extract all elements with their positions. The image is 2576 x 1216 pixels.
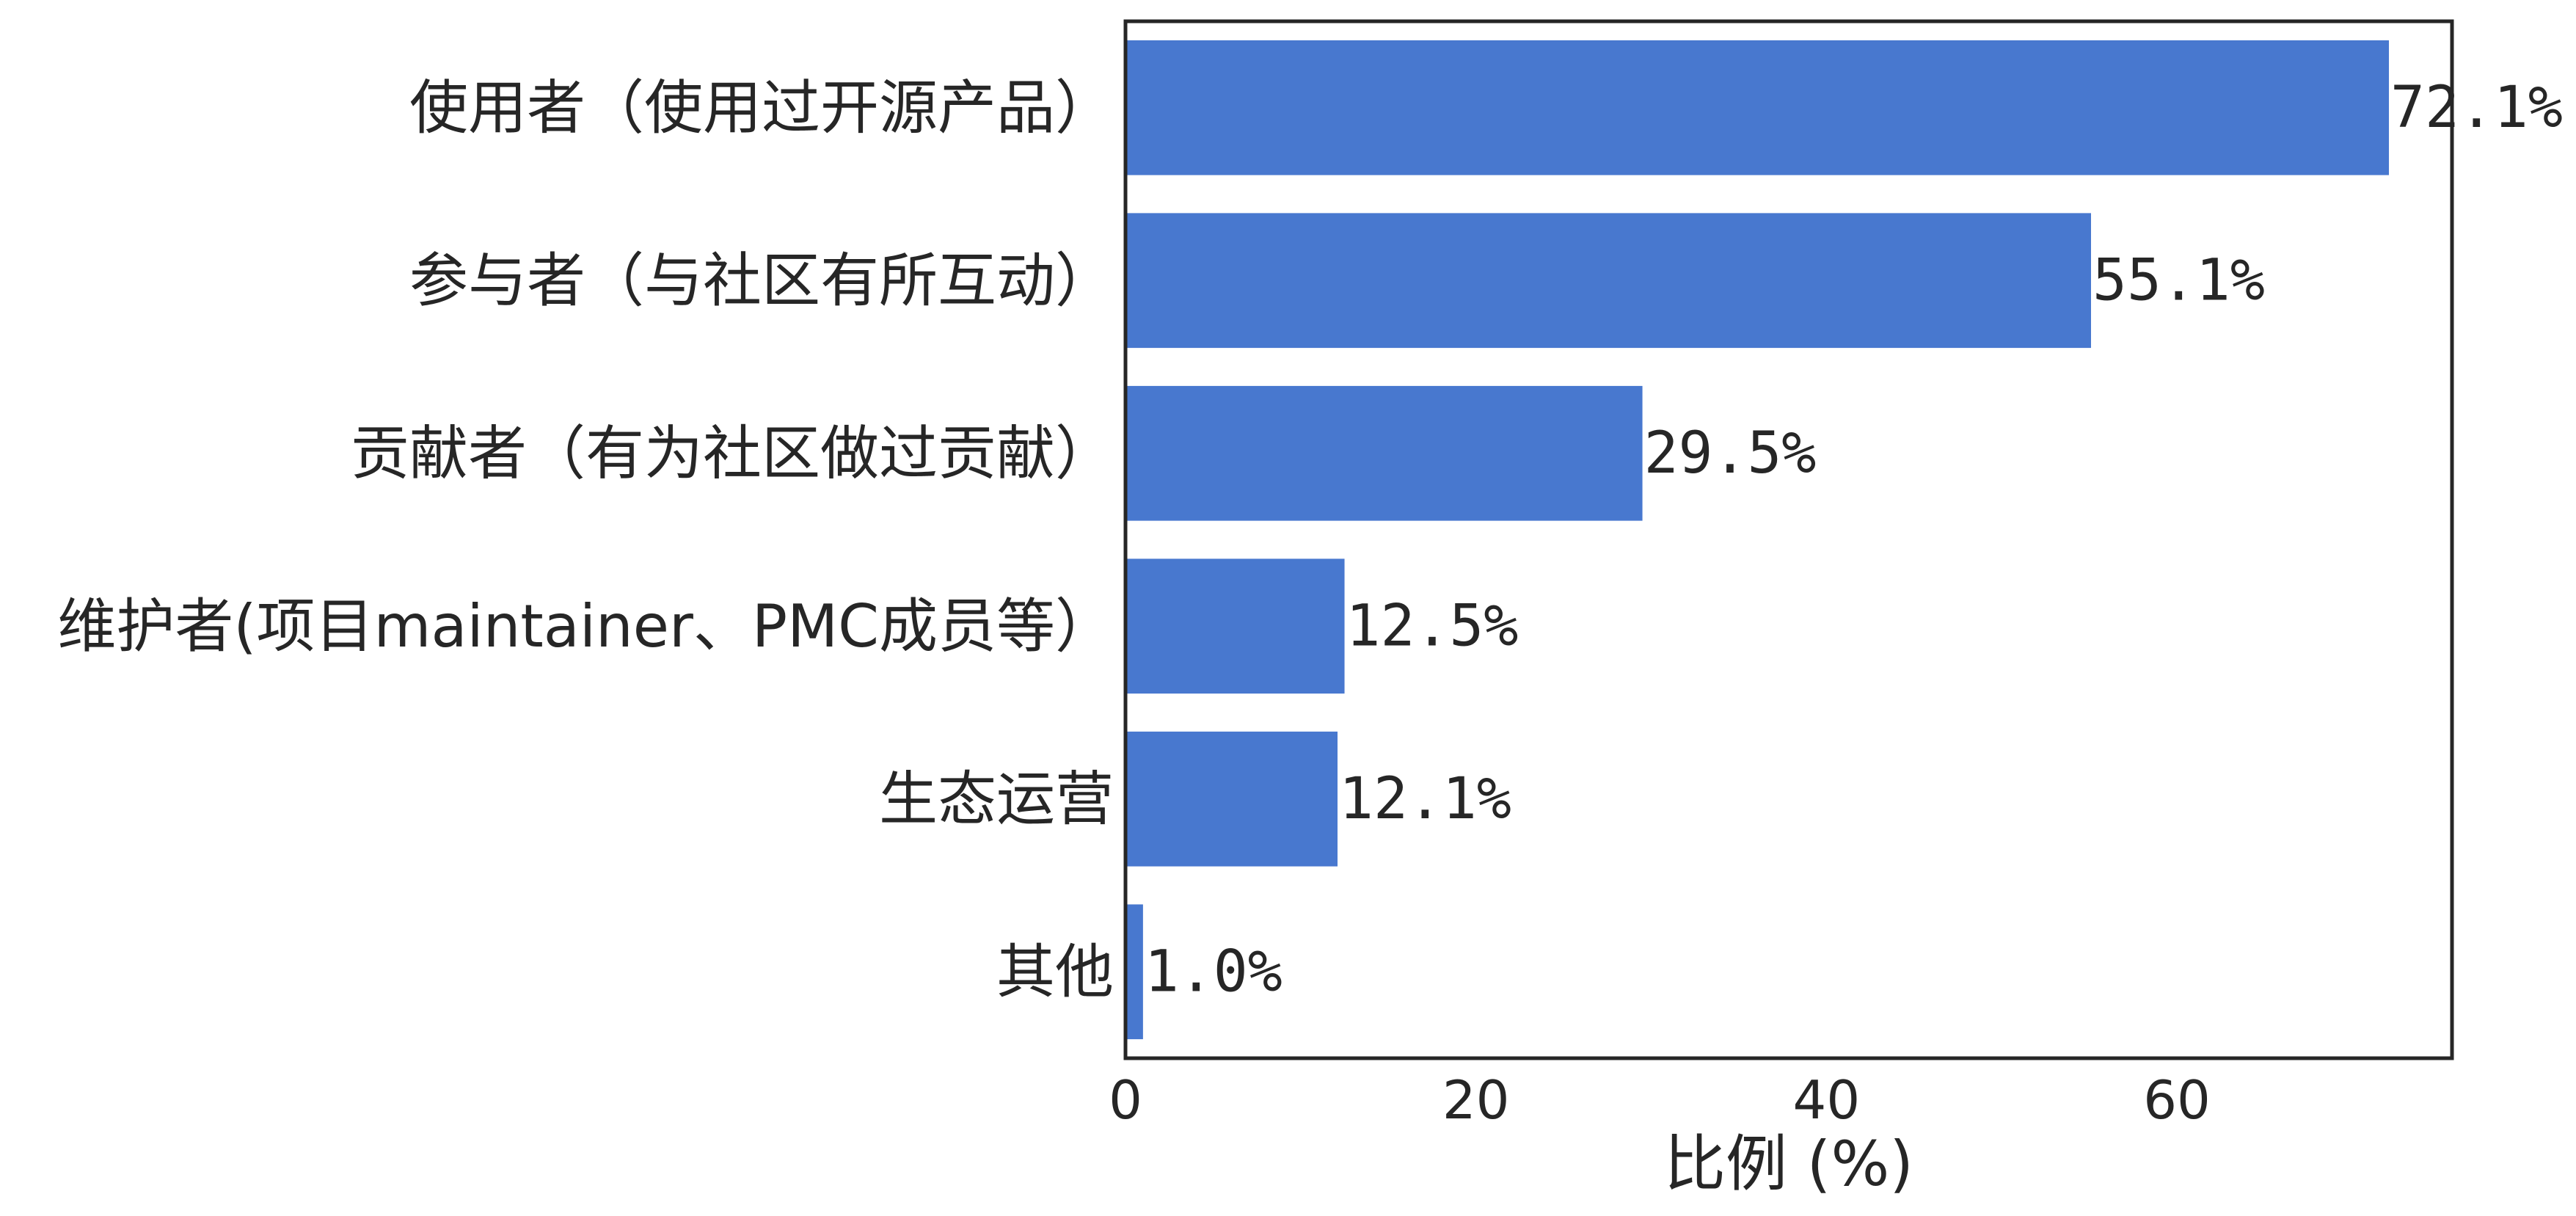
category-label-5: 其他 (996, 938, 1114, 1006)
value-label-1: 55.1% (2092, 247, 2265, 313)
category-label-0: 使用者（使用过开源产品） (409, 73, 1114, 142)
value-label-0: 72.1% (2390, 75, 2563, 141)
bar-1 (1125, 213, 2091, 349)
category-label-1: 参与者（与社区有所互动） (409, 247, 1114, 315)
value-label-3: 12.5% (1346, 593, 1519, 659)
x-axis-title: 比例 (%) (1664, 1128, 1913, 1200)
x-tick-label-3: 60 (2143, 1069, 2211, 1131)
bar-2 (1125, 385, 1643, 521)
x-tick-label-1: 20 (1442, 1069, 1510, 1131)
x-tick-label-0: 0 (1109, 1069, 1142, 1131)
bar-5 (1125, 904, 1143, 1040)
labels-layer: 使用者（使用过开源产品） 72.1% 参与者（与社区有所互动） 55.1% 贡献者（有为… (57, 73, 2562, 1006)
value-label-4: 12.1% (1339, 766, 1511, 832)
ticks-layer: 0 20 40 60 (1109, 1069, 2211, 1131)
value-label-5: 1.0% (1145, 939, 1282, 1005)
category-label-4: 生态运营 (879, 765, 1114, 833)
bar-4 (1125, 731, 1338, 867)
bar-3 (1125, 558, 1345, 694)
plot-frame (1123, 19, 2454, 1060)
category-label-2: 贡献者（有为社区做过贡献） (351, 419, 1114, 487)
bars-layer (1125, 40, 2390, 1040)
x-tick-label-2: 40 (1793, 1069, 1861, 1131)
bar-0 (1125, 40, 2390, 175)
value-label-2: 29.5% (1644, 420, 1817, 487)
category-label-3: 维护者(项目maintainer、PMC成员等） (57, 592, 1114, 660)
